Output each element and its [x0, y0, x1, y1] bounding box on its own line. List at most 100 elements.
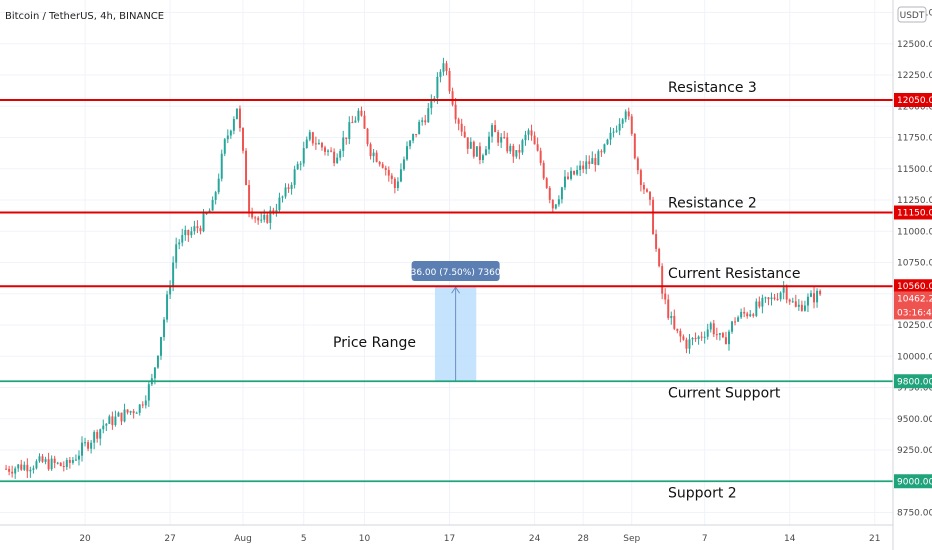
- candle-body: [47, 459, 50, 470]
- candle: [536, 137, 539, 152]
- candle: [706, 323, 709, 340]
- candle: [767, 296, 770, 306]
- candle-body: [448, 70, 451, 92]
- candle: [591, 151, 594, 164]
- candle: [597, 149, 600, 166]
- candle-body: [214, 192, 217, 200]
- candle: [491, 122, 494, 143]
- candle-body: [673, 315, 676, 329]
- candle: [557, 195, 560, 207]
- candle-body: [621, 119, 624, 124]
- candle: [181, 228, 184, 247]
- candle-body: [357, 110, 360, 121]
- candle-body: [639, 170, 642, 185]
- y-tick-label: 10000.00: [897, 352, 932, 362]
- candle: [418, 119, 421, 135]
- candle-body: [74, 459, 77, 461]
- y-tick-label: 8750.00: [897, 509, 932, 519]
- candle-body: [390, 175, 393, 179]
- candle: [11, 465, 14, 478]
- level-price-tag: [894, 279, 932, 294]
- candlestick-series: [5, 57, 822, 479]
- candle-body: [682, 336, 685, 340]
- candle-body: [554, 204, 557, 209]
- range-measure-tag: [411, 261, 500, 281]
- level-price-label: 12050.00: [897, 96, 932, 106]
- candle: [752, 312, 755, 318]
- candle: [351, 115, 354, 124]
- candle: [688, 334, 691, 354]
- candle-body: [402, 159, 405, 170]
- currency-button[interactable]: USDT: [897, 6, 927, 23]
- candle: [442, 57, 445, 76]
- candle: [178, 239, 181, 250]
- candle-body: [645, 189, 648, 192]
- candle: [333, 148, 336, 167]
- candle-body: [190, 231, 193, 236]
- candle-body: [251, 211, 254, 218]
- y-tick-label: 12250.00: [897, 71, 932, 81]
- candle: [661, 263, 664, 300]
- candle: [806, 293, 809, 313]
- candle: [497, 129, 500, 147]
- candle: [59, 462, 62, 467]
- candle: [472, 140, 475, 159]
- candle: [488, 131, 491, 155]
- candle-body: [314, 143, 317, 145]
- candle: [105, 423, 108, 432]
- candle: [788, 298, 791, 305]
- candle-body: [609, 132, 612, 140]
- candle-body: [372, 152, 375, 157]
- candle-body: [430, 99, 433, 109]
- candle: [776, 292, 779, 301]
- candle: [123, 403, 126, 423]
- x-tick-label: 14: [784, 534, 796, 544]
- candle-body: [275, 210, 278, 213]
- candle-body: [281, 196, 284, 198]
- level-price-label: 11150.00: [897, 209, 932, 219]
- candle: [412, 133, 415, 144]
- candle: [409, 139, 412, 150]
- candle-body: [761, 297, 764, 307]
- candle: [147, 381, 150, 407]
- candle: [718, 332, 721, 341]
- candle-body: [463, 131, 466, 138]
- candle: [278, 192, 281, 213]
- candle-body: [296, 164, 299, 170]
- level-price-tag: [894, 205, 932, 220]
- candle: [478, 142, 481, 165]
- candle: [71, 457, 74, 465]
- candle: [424, 114, 427, 126]
- candle-body: [187, 229, 190, 236]
- candle-body: [548, 187, 551, 200]
- candle-body: [752, 314, 755, 316]
- candle-body: [694, 337, 697, 339]
- candle: [494, 120, 497, 133]
- candle: [330, 147, 333, 153]
- candle: [703, 331, 706, 344]
- candle: [451, 87, 454, 107]
- x-tick-label: 7: [702, 534, 708, 544]
- candle-body: [339, 150, 342, 158]
- candle: [469, 137, 472, 149]
- level-label: Current Resistance: [668, 266, 800, 282]
- candle: [545, 177, 548, 189]
- candle-body: [563, 176, 566, 188]
- candle: [724, 331, 727, 345]
- candle: [232, 116, 235, 135]
- level-label: Current Support: [668, 385, 781, 401]
- candle-body: [472, 141, 475, 157]
- candle-body: [518, 150, 521, 153]
- candle: [187, 229, 190, 242]
- candle-body: [287, 187, 290, 189]
- candle-body: [409, 140, 412, 147]
- candle-body: [348, 122, 351, 139]
- candle-body: [460, 123, 463, 132]
- candle-body: [469, 141, 472, 149]
- candle-body: [475, 146, 478, 157]
- candle: [816, 288, 819, 308]
- candle: [77, 450, 80, 466]
- candle: [509, 143, 512, 155]
- candle-body: [512, 145, 515, 157]
